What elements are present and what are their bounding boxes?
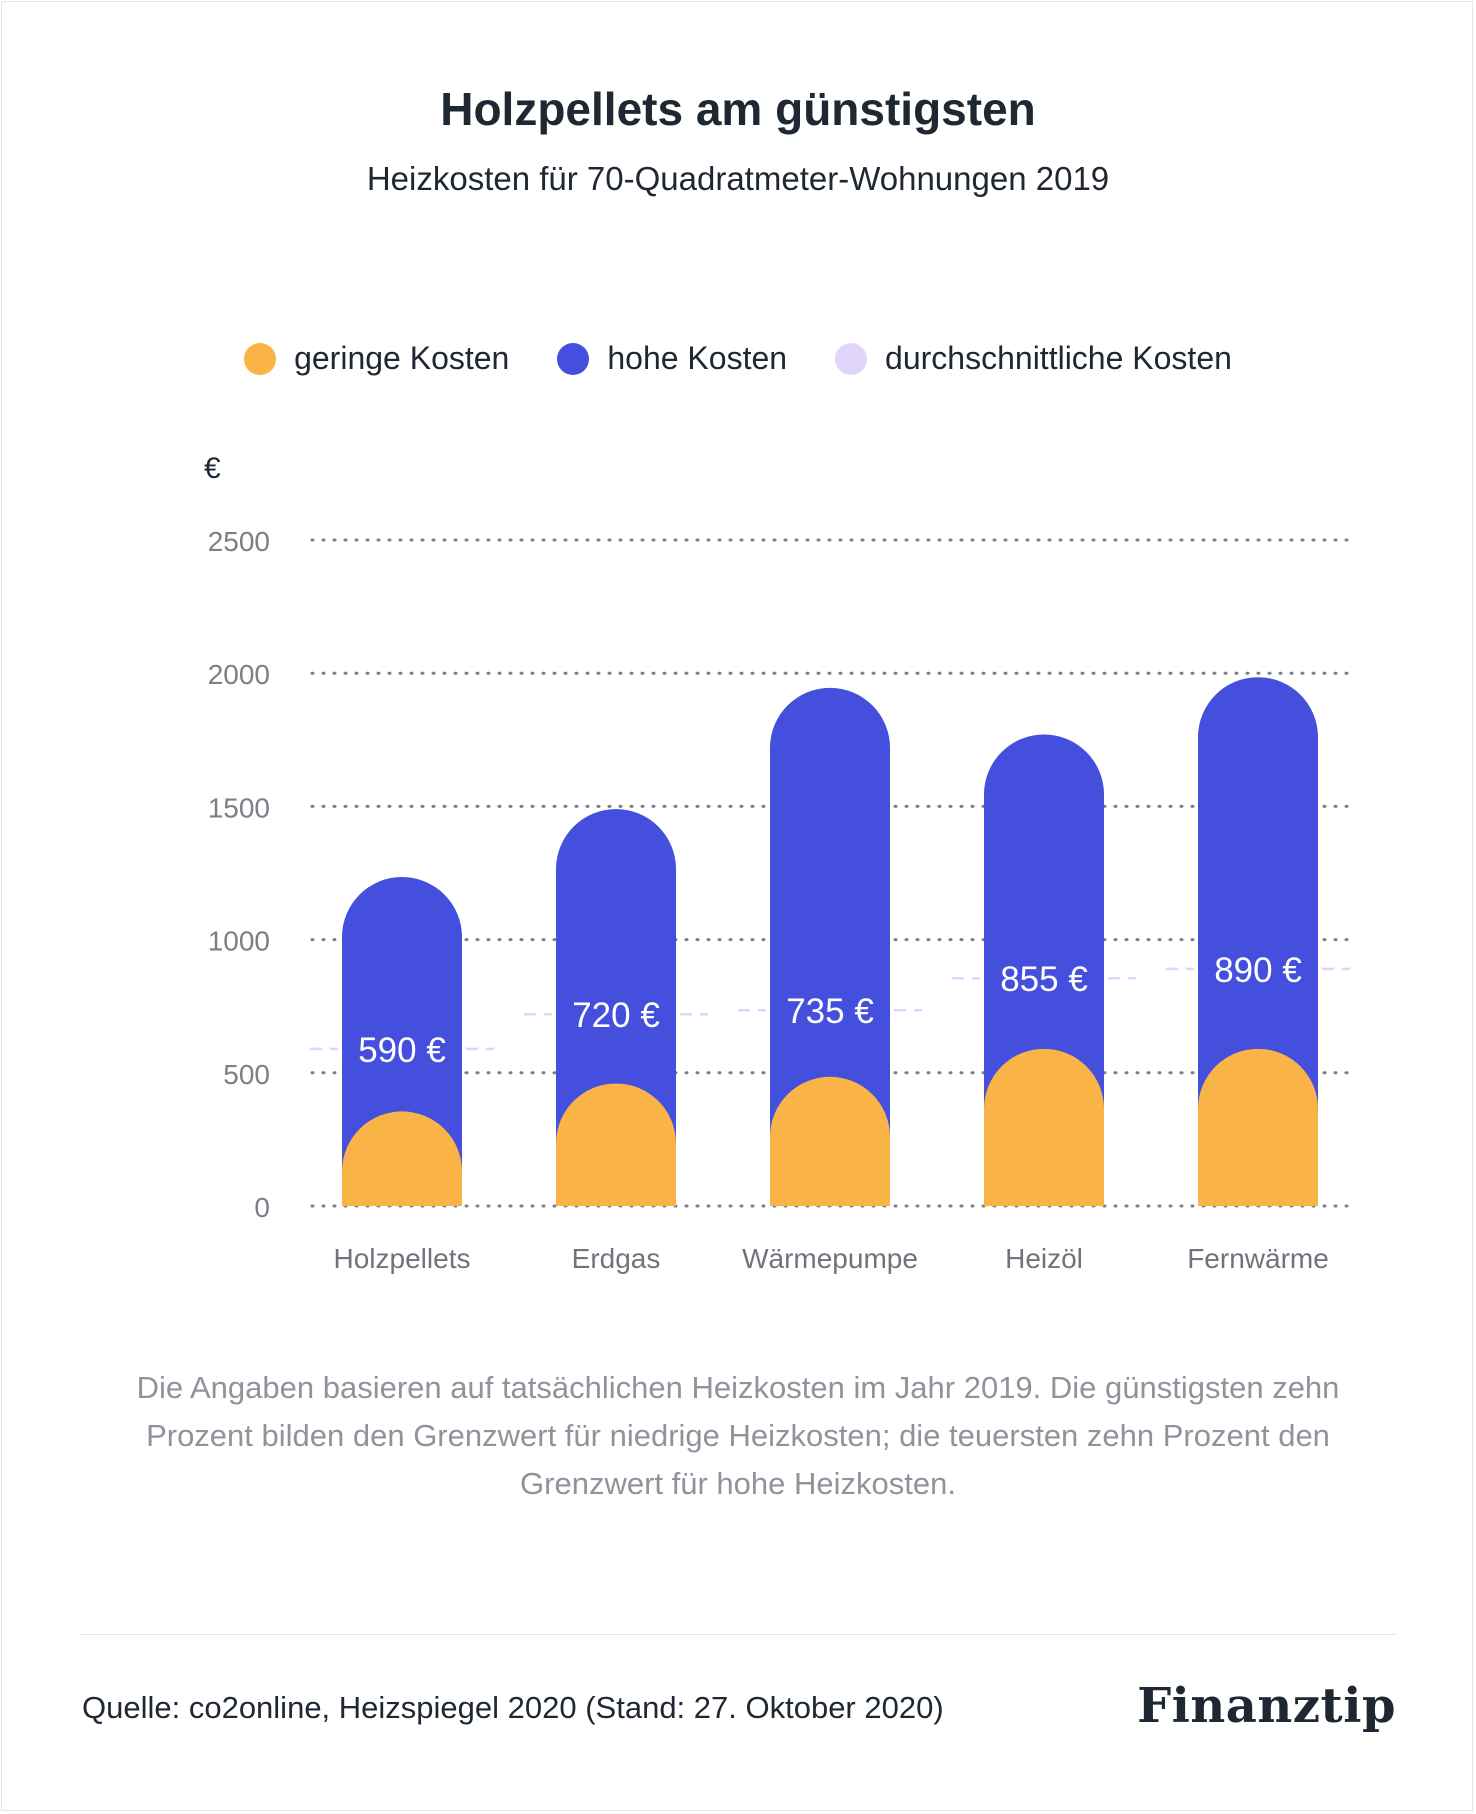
finanztip-logo: Finanztip	[1137, 1678, 1396, 1734]
chart-note: Die Angaben basieren auf tatsächlichen H…	[136, 1370, 1340, 1501]
legend-item-low: geringe Kosten	[244, 340, 509, 377]
x-tick-label-holzpellets: Holzpellets	[334, 1243, 471, 1274]
legend-label-low: geringe Kosten	[294, 340, 510, 376]
x-tick-label-heizöl: Heizöl	[1005, 1243, 1083, 1274]
legend-swatch-high	[557, 342, 590, 375]
footer-divider	[80, 1634, 1396, 1635]
y-tick-label-500: 500	[223, 1059, 270, 1090]
avg-label-wärmepumpe: 735 €	[786, 992, 874, 1031]
chart-title: Holzpellets am günstigsten	[440, 83, 1036, 135]
legend-label-average: durchschnittliche Kosten	[885, 340, 1232, 376]
x-tick-label-fernwärme: Fernwärme	[1187, 1243, 1329, 1274]
chart-legend: geringe Kosten hohe Kosten durchschnittl…	[0, 340, 1476, 377]
y-tick-label-1500: 1500	[208, 792, 270, 823]
bar-low-holzpellets	[342, 1111, 463, 1206]
avg-label-heizöl: 855 €	[1000, 960, 1088, 999]
y-axis-unit: €	[204, 452, 221, 485]
y-tick-label-1000: 1000	[208, 926, 270, 957]
legend-swatch-low	[244, 342, 277, 375]
y-tick-label-2000: 2000	[208, 659, 270, 690]
x-tick-label-erdgas: Erdgas	[572, 1243, 661, 1274]
bar-low-fernwärme	[1198, 1048, 1318, 1206]
source-text: Quelle: co2online, Heizspiegel 2020 (Sta…	[82, 1690, 944, 1725]
bar-low-erdgas	[556, 1083, 676, 1206]
bar-low-heizöl	[984, 1048, 1104, 1206]
x-tick-label-wärmepumpe: Wärmepumpe	[742, 1243, 918, 1274]
y-tick-label-0: 0	[254, 1192, 270, 1223]
legend-item-high: hohe Kosten	[557, 340, 787, 377]
avg-label-holzpellets: 590 €	[358, 1031, 446, 1070]
bar-low-wärmepumpe	[770, 1076, 890, 1206]
bar-high-wärmepumpe	[770, 687, 890, 1206]
avg-label-fernwärme: 890 €	[1214, 951, 1302, 990]
bar-chart: 0 500 1000 1500 2000 2500 590 € Holzpellets 720 …	[208, 526, 1350, 1274]
legend-label-high: hohe Kosten	[607, 340, 788, 376]
legend-swatch-average	[835, 342, 868, 375]
legend-item-average: durchschnittliche Kosten	[835, 340, 1232, 377]
avg-label-erdgas: 720 €	[572, 996, 660, 1035]
y-tick-label-2500: 2500	[208, 526, 270, 557]
chart-subtitle: Heizkosten für 70-Quadratmeter-Wohnungen…	[366, 160, 1110, 197]
